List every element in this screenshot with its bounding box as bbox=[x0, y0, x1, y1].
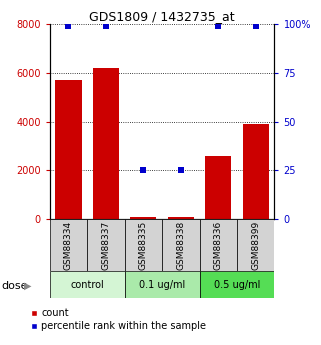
Title: GDS1809 / 1432735_at: GDS1809 / 1432735_at bbox=[89, 10, 235, 23]
Text: GSM88338: GSM88338 bbox=[176, 220, 185, 269]
Text: GSM88337: GSM88337 bbox=[101, 220, 110, 269]
Text: dose: dose bbox=[2, 281, 28, 290]
Text: GSM88334: GSM88334 bbox=[64, 220, 73, 269]
Bar bbox=[200, 271, 274, 298]
Bar bbox=[130, 217, 156, 219]
Text: 0.5 ug/ml: 0.5 ug/ml bbox=[214, 280, 260, 289]
Point bbox=[178, 168, 183, 173]
Bar bbox=[125, 219, 162, 271]
Point bbox=[66, 23, 71, 29]
Bar bbox=[200, 219, 237, 271]
Point bbox=[141, 168, 146, 173]
Text: GSM88336: GSM88336 bbox=[214, 220, 223, 269]
Point bbox=[103, 23, 108, 29]
Point bbox=[216, 23, 221, 29]
Text: control: control bbox=[70, 280, 104, 289]
Text: GSM88335: GSM88335 bbox=[139, 220, 148, 269]
Legend: count, percentile rank within the sample: count, percentile rank within the sample bbox=[30, 308, 206, 332]
Bar bbox=[50, 271, 125, 298]
Bar bbox=[237, 219, 274, 271]
Text: 0.1 ug/ml: 0.1 ug/ml bbox=[139, 280, 185, 289]
Bar bbox=[87, 219, 125, 271]
Point bbox=[253, 23, 258, 29]
Text: ▶: ▶ bbox=[24, 281, 31, 290]
Bar bbox=[56, 80, 82, 219]
Bar bbox=[205, 156, 231, 219]
Bar bbox=[93, 68, 119, 219]
Bar bbox=[168, 217, 194, 219]
Bar bbox=[162, 219, 200, 271]
Bar bbox=[243, 124, 269, 219]
Bar bbox=[50, 219, 87, 271]
Text: GSM88399: GSM88399 bbox=[251, 220, 260, 269]
Bar bbox=[125, 271, 200, 298]
